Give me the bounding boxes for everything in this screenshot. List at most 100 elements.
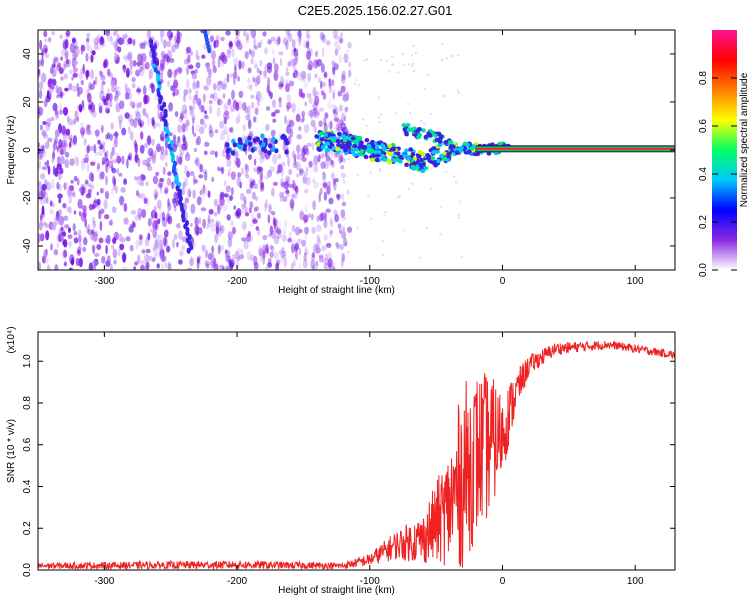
noise-cell xyxy=(92,80,96,86)
noise-cell xyxy=(141,208,147,219)
noise-cell xyxy=(170,32,174,39)
noise-cell xyxy=(112,237,117,245)
noise-cell xyxy=(64,52,69,60)
noise-cell xyxy=(269,166,275,173)
noise-cell xyxy=(310,119,316,128)
track-cell xyxy=(364,138,370,143)
noise-cell xyxy=(167,68,173,78)
noise-cell xyxy=(235,101,240,112)
noise-cell xyxy=(204,171,208,182)
noise-cell xyxy=(311,254,315,262)
noise-cell xyxy=(322,181,327,188)
fragment-cell xyxy=(237,137,242,143)
noise-cell xyxy=(318,107,325,112)
noise-cell xyxy=(302,175,308,185)
noise-cell xyxy=(332,30,338,38)
track-cell xyxy=(437,139,443,144)
track-cell xyxy=(362,145,368,150)
noise-cell xyxy=(205,249,208,259)
noise-cell xyxy=(340,112,345,124)
noise-cell xyxy=(228,258,232,266)
noise-cell xyxy=(245,164,249,173)
noise-cell xyxy=(328,77,332,83)
noise-cell xyxy=(195,89,199,99)
noise-cell xyxy=(117,114,124,124)
noise-cell xyxy=(180,188,186,196)
noise-cell xyxy=(292,193,298,200)
noise-cell xyxy=(153,150,157,157)
noise-cell xyxy=(304,226,309,235)
noise-cell xyxy=(69,158,75,166)
noise-cell xyxy=(43,249,48,259)
noise-cell xyxy=(146,117,151,126)
noise-cell xyxy=(159,178,165,182)
noise-cell xyxy=(205,190,210,197)
noise-cell xyxy=(92,220,96,229)
noise-cell xyxy=(94,42,99,51)
faint-cell xyxy=(411,182,414,186)
noise-cell xyxy=(44,141,50,150)
noise-cell xyxy=(311,142,315,151)
noise-cell xyxy=(195,138,198,146)
faint-cell xyxy=(453,175,456,178)
noise-cell xyxy=(253,116,258,123)
noise-cell xyxy=(183,164,188,176)
noise-cell xyxy=(242,207,246,214)
noise-cell xyxy=(203,85,209,91)
noise-cell xyxy=(325,208,332,213)
noise-cell xyxy=(326,185,331,195)
noise-cell xyxy=(146,162,151,168)
noise-cell xyxy=(345,91,350,102)
track-cell xyxy=(442,156,448,161)
y-scale-label: (x10⁴) xyxy=(6,326,17,353)
track-cell xyxy=(417,150,423,155)
noise-cell xyxy=(298,88,303,93)
noise-cell xyxy=(62,202,67,209)
noise-cell xyxy=(209,93,215,99)
noise-cell xyxy=(287,237,293,243)
noise-cell xyxy=(134,261,139,266)
noise-cell xyxy=(303,252,307,262)
faint-cell xyxy=(344,217,347,220)
noise-cell xyxy=(347,41,352,49)
noise-cell xyxy=(173,198,177,209)
noise-cell xyxy=(211,176,215,183)
noise-cell xyxy=(280,177,284,187)
noise-cell xyxy=(294,242,300,251)
noise-cell xyxy=(270,36,276,42)
noise-cell xyxy=(54,136,58,145)
noise-cell xyxy=(210,50,217,60)
noise-cell xyxy=(91,244,96,251)
noise-cell xyxy=(75,48,80,56)
noise-cell xyxy=(149,68,153,79)
noise-cell xyxy=(128,51,133,60)
noise-cell xyxy=(247,67,252,74)
noise-cell xyxy=(164,148,168,157)
noise-cell xyxy=(231,48,235,58)
faint-cell xyxy=(355,79,358,82)
noise-cell xyxy=(302,170,309,177)
track-cell xyxy=(357,136,363,141)
noise-cell xyxy=(137,53,143,63)
noise-cell xyxy=(89,83,95,90)
chart-title: C2E5.2025.156.02.27.G01 xyxy=(297,3,453,18)
noise-cell xyxy=(116,85,122,91)
noise-cell xyxy=(294,159,297,165)
noise-cell xyxy=(100,71,104,78)
faint-cell xyxy=(347,250,350,254)
y-tick-label: 0.2 xyxy=(22,521,33,535)
noise-cell xyxy=(288,183,294,188)
fragment-cell xyxy=(267,150,272,156)
noise-cell xyxy=(52,143,56,153)
noise-cell xyxy=(306,47,311,55)
colorbar-label: Normalized spectral amplitude xyxy=(739,72,750,207)
noise-cell xyxy=(317,237,321,246)
noise-cell xyxy=(296,144,301,154)
noise-cell xyxy=(39,89,43,99)
noise-cell xyxy=(323,71,328,79)
noise-cell xyxy=(285,79,288,84)
track-cell xyxy=(450,144,456,149)
track-cell xyxy=(375,153,381,158)
noise-cell xyxy=(257,98,260,107)
noise-cell xyxy=(166,177,172,186)
